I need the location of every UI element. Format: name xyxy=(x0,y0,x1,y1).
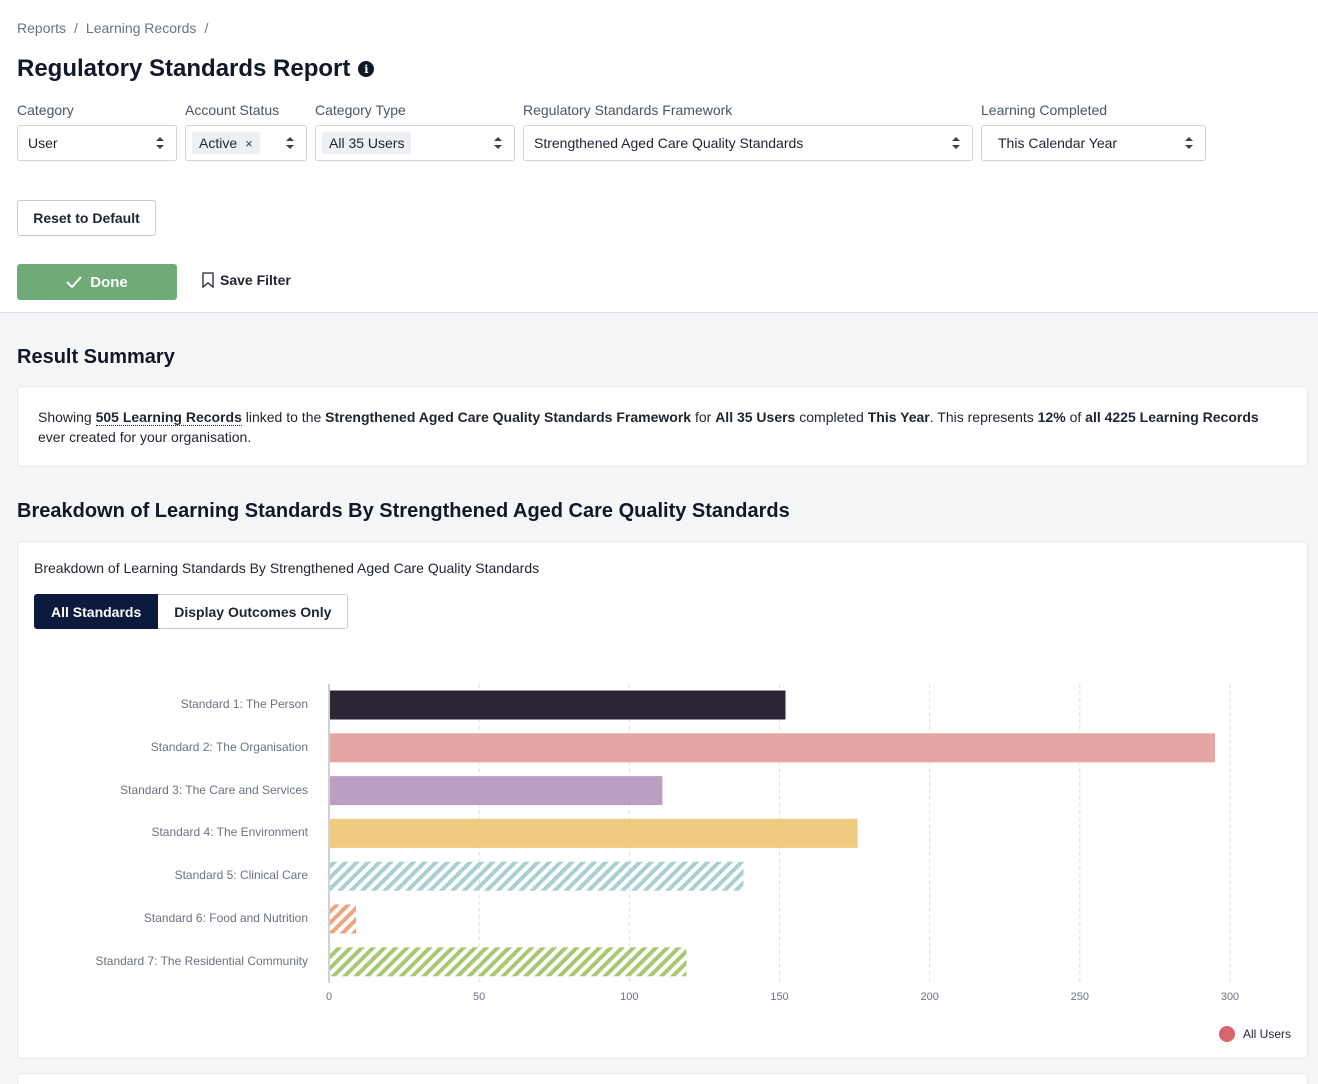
bar-chart xyxy=(328,684,1231,983)
display-outcomes-only-toggle[interactable]: Display Outcomes Only xyxy=(158,594,349,629)
x-tick-label: 100 xyxy=(620,991,639,1003)
category-label: Standard 7: The Residential Community xyxy=(95,953,308,968)
bookmark-icon xyxy=(202,272,214,288)
account-status-filter: Account Status Active × xyxy=(185,102,307,161)
breadcrumb-learning-records[interactable]: Learning Records xyxy=(85,20,197,36)
check-icon xyxy=(66,276,82,288)
remove-chip-icon[interactable]: × xyxy=(245,135,253,151)
all-standards-toggle[interactable]: All Standards xyxy=(34,594,159,629)
framework-label: Regulatory Standards Framework xyxy=(523,102,733,118)
category-label: Standard 2: The Organisation xyxy=(150,739,308,754)
category-label: Standard 4: The Environment xyxy=(151,825,308,840)
learning-records-link[interactable]: 505 Learning Records xyxy=(95,409,242,426)
next-card xyxy=(17,1073,1308,1084)
select-caret-icon xyxy=(494,137,502,149)
category-label: Category xyxy=(17,102,74,118)
result-summary-title: Result Summary xyxy=(17,346,175,368)
bar-standard-4[interactable] xyxy=(330,818,858,848)
filter-panel: Reports / Learning Records / Regulatory … xyxy=(0,0,1318,313)
category-type-filter: Category Type All 35 Users xyxy=(315,102,515,161)
framework-select[interactable]: Strengthened Aged Care Quality Standards xyxy=(523,125,973,161)
select-caret-icon xyxy=(952,137,960,149)
x-tick-label: 50 xyxy=(473,991,486,1003)
category-label: Standard 3: The Care and Services xyxy=(120,782,308,797)
breadcrumb: Reports / Learning Records / xyxy=(17,20,209,36)
legend-label: All Users xyxy=(1242,1027,1291,1041)
breakdown-title: Breakdown of Learning Standards By Stren… xyxy=(17,500,790,522)
select-caret-icon xyxy=(156,137,164,149)
category-label: Standard 1: The Person xyxy=(180,697,308,711)
summary-card: Showing 505 Learning Records linked to t… xyxy=(17,386,1308,467)
page-title: Regulatory Standards Report i xyxy=(17,55,375,83)
category-type-label: Category Type xyxy=(315,102,406,118)
bar-standard-7[interactable] xyxy=(330,947,687,977)
select-caret-icon xyxy=(1185,137,1193,149)
bar-standard-1[interactable] xyxy=(330,690,786,720)
standards-toggle: All Standards Display Outcomes Only xyxy=(34,594,349,629)
summary-text: Showing 505 Learning Records linked to t… xyxy=(38,409,1259,445)
bar-standard-3[interactable] xyxy=(330,776,663,806)
chart-heading: Breakdown of Learning Standards By Stren… xyxy=(34,560,540,576)
account-status-label: Account Status xyxy=(185,102,280,118)
bar-standard-6[interactable] xyxy=(330,904,357,934)
category-label: Standard 6: Food and Nutrition xyxy=(143,911,308,925)
chart-card: Breakdown of Learning Standards By Stren… xyxy=(17,541,1308,1059)
x-tick-label: 200 xyxy=(920,991,939,1003)
learning-completed-select[interactable]: This Calendar Year xyxy=(981,125,1206,161)
learning-completed-filter: Learning Completed This Calendar Year xyxy=(981,102,1206,161)
breadcrumb-reports[interactable]: Reports xyxy=(17,20,67,36)
chart-legend[interactable]: All Users xyxy=(1218,1026,1291,1042)
results-area: Result Summary Showing 505 Learning Reco… xyxy=(0,313,1318,1084)
category-type-select[interactable]: All 35 Users xyxy=(315,125,515,161)
category-label: Standard 5: Clinical Care xyxy=(174,868,308,883)
status-chip: Active × xyxy=(192,132,260,154)
category-select[interactable]: User xyxy=(17,125,177,161)
category-filter: Category User xyxy=(17,102,177,161)
learning-completed-label: Learning Completed xyxy=(981,102,1108,118)
account-status-select[interactable]: Active × xyxy=(185,125,307,161)
select-caret-icon xyxy=(286,137,294,149)
reset-to-default-button[interactable]: Reset to Default xyxy=(17,200,156,236)
info-icon[interactable]: i xyxy=(358,61,375,77)
category-type-chip: All 35 Users xyxy=(322,132,412,154)
x-tick-label: 0 xyxy=(325,991,333,1003)
framework-filter: Regulatory Standards Framework Strengthe… xyxy=(523,102,973,161)
x-tick-label: 250 xyxy=(1070,991,1090,1003)
bar-standard-2[interactable] xyxy=(330,733,1215,763)
save-filter-button[interactable]: Save Filter xyxy=(202,272,291,288)
x-tick-label: 150 xyxy=(770,991,789,1003)
legend-dot xyxy=(1218,1026,1235,1042)
x-tick-label: 300 xyxy=(1220,991,1240,1003)
done-button[interactable]: Done xyxy=(17,264,177,300)
bar-standard-5[interactable] xyxy=(330,861,744,891)
